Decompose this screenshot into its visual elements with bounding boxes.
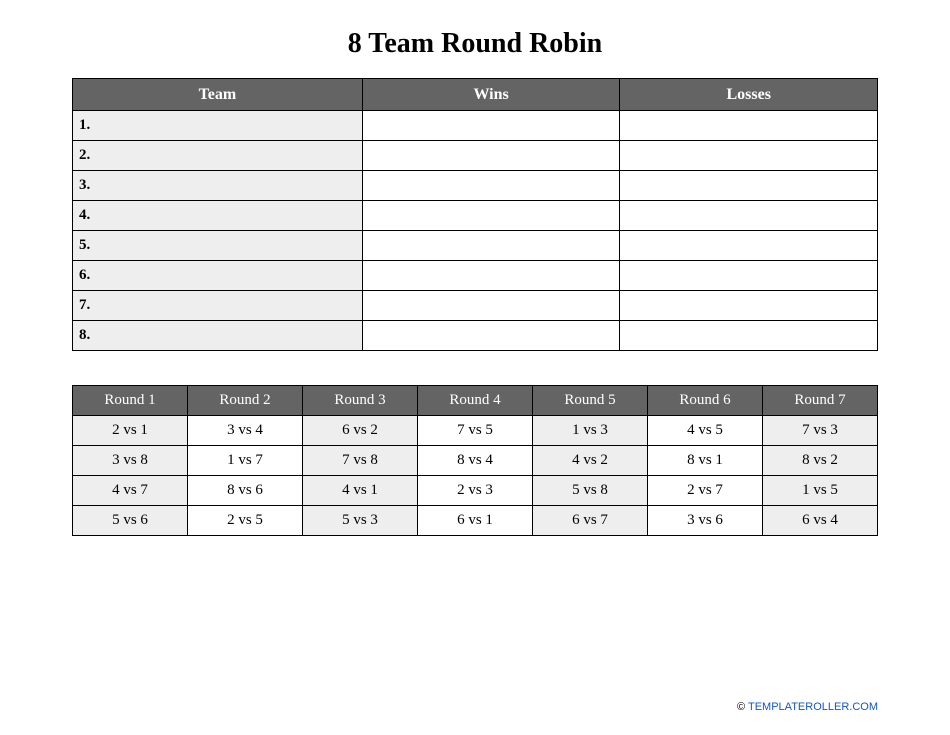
match-cell: 8 vs 1 [648,446,763,476]
match-cell: 6 vs 2 [303,416,418,446]
schedule-header-1: Round 2 [188,386,303,416]
losses-cell [620,321,878,351]
copyright-symbol: © [737,701,748,713]
match-cell: 2 vs 7 [648,476,763,506]
match-cell: 3 vs 6 [648,506,763,536]
losses-cell [620,111,878,141]
schedule-header-2: Round 3 [303,386,418,416]
wins-cell [362,261,620,291]
match-cell: 4 vs 2 [533,446,648,476]
table-row: 3. [73,171,878,201]
losses-cell [620,261,878,291]
wins-cell [362,231,620,261]
team-cell: 7. [73,291,363,321]
team-cell: 2. [73,141,363,171]
match-cell: 5 vs 3 [303,506,418,536]
schedule-header-0: Round 1 [73,386,188,416]
table-row: 5. [73,231,878,261]
match-cell: 3 vs 4 [188,416,303,446]
table-row: 4. [73,201,878,231]
team-cell: 6. [73,261,363,291]
table-row: 8. [73,321,878,351]
standings-table: TeamWinsLosses 1.2.3.4.5.6.7.8. [72,78,878,351]
match-cell: 2 vs 3 [418,476,533,506]
match-cell: 4 vs 7 [73,476,188,506]
match-cell: 8 vs 6 [188,476,303,506]
losses-cell [620,291,878,321]
match-cell: 2 vs 5 [188,506,303,536]
standings-header-0: Team [73,79,363,111]
match-cell: 6 vs 4 [763,506,878,536]
standings-header-1: Wins [362,79,620,111]
match-cell: 8 vs 2 [763,446,878,476]
schedule-table: Round 1Round 2Round 3Round 4Round 5Round… [72,385,878,536]
match-cell: 1 vs 3 [533,416,648,446]
wins-cell [362,291,620,321]
wins-cell [362,201,620,231]
table-row: 2. [73,141,878,171]
match-cell: 4 vs 1 [303,476,418,506]
match-cell: 8 vs 4 [418,446,533,476]
match-cell: 1 vs 7 [188,446,303,476]
table-row: 2 vs 13 vs 46 vs 27 vs 51 vs 34 vs 57 vs… [73,416,878,446]
footer: © TEMPLATEROLLER.COM [737,701,878,713]
team-cell: 5. [73,231,363,261]
table-row: 4 vs 78 vs 64 vs 12 vs 35 vs 82 vs 71 vs… [73,476,878,506]
match-cell: 2 vs 1 [73,416,188,446]
schedule-header-4: Round 5 [533,386,648,416]
match-cell: 5 vs 6 [73,506,188,536]
table-row: 7. [73,291,878,321]
match-cell: 4 vs 5 [648,416,763,446]
wins-cell [362,111,620,141]
wins-cell [362,141,620,171]
losses-cell [620,201,878,231]
standings-header-2: Losses [620,79,878,111]
losses-cell [620,231,878,261]
table-row: 6. [73,261,878,291]
match-cell: 7 vs 5 [418,416,533,446]
match-cell: 1 vs 5 [763,476,878,506]
match-cell: 6 vs 1 [418,506,533,536]
wins-cell [362,171,620,201]
page-title: 8 Team Round Robin [72,28,878,60]
table-row: 1. [73,111,878,141]
team-cell: 1. [73,111,363,141]
footer-link[interactable]: TEMPLATEROLLER.COM [748,701,878,713]
match-cell: 7 vs 3 [763,416,878,446]
schedule-header-5: Round 6 [648,386,763,416]
losses-cell [620,171,878,201]
team-cell: 4. [73,201,363,231]
match-cell: 5 vs 8 [533,476,648,506]
match-cell: 7 vs 8 [303,446,418,476]
team-cell: 3. [73,171,363,201]
team-cell: 8. [73,321,363,351]
schedule-header-6: Round 7 [763,386,878,416]
match-cell: 6 vs 7 [533,506,648,536]
table-row: 3 vs 81 vs 77 vs 88 vs 44 vs 28 vs 18 vs… [73,446,878,476]
losses-cell [620,141,878,171]
match-cell: 3 vs 8 [73,446,188,476]
table-row: 5 vs 62 vs 55 vs 36 vs 16 vs 73 vs 66 vs… [73,506,878,536]
schedule-header-3: Round 4 [418,386,533,416]
wins-cell [362,321,620,351]
